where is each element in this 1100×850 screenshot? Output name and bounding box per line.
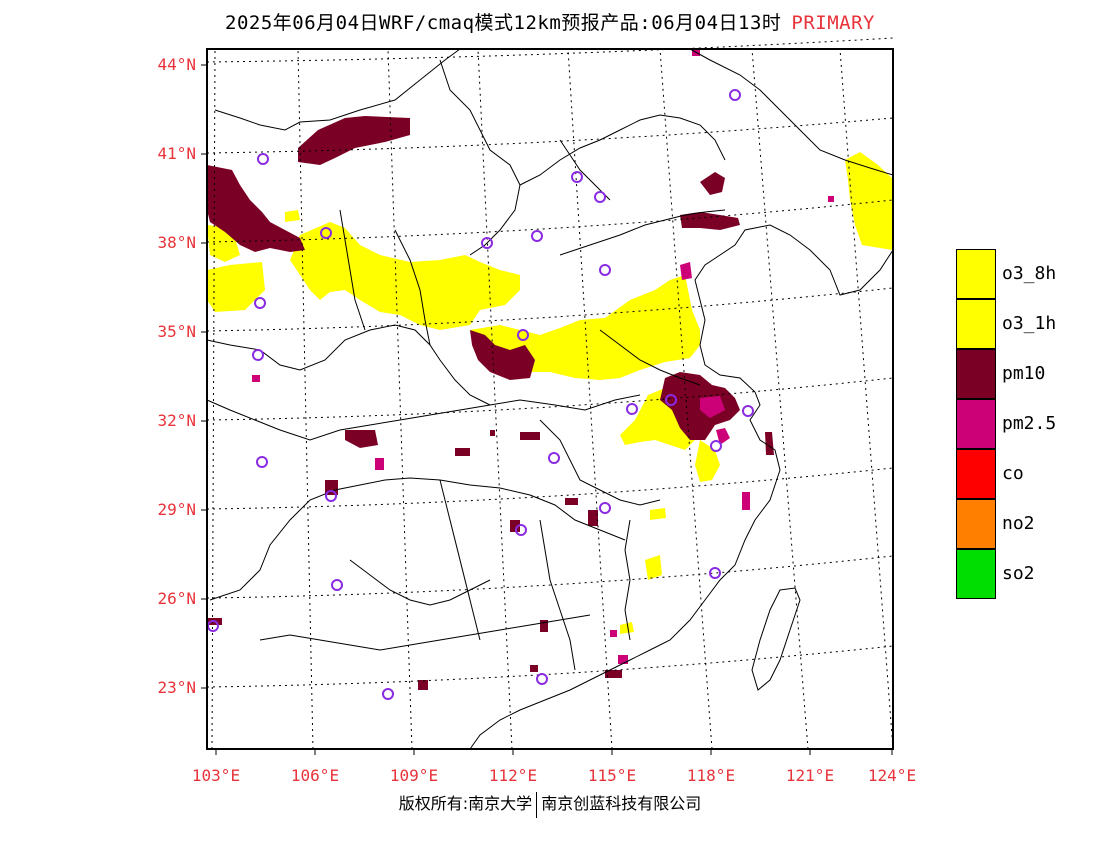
title-main: 2025年06月04日WRF/cmaq模式12km预报产品:06月04日13时 bbox=[225, 12, 782, 34]
legend-label-no2: no2 bbox=[1002, 513, 1035, 534]
lat-label-29n: 29°N bbox=[157, 500, 196, 519]
lon-label-124e: 124°E bbox=[867, 766, 917, 785]
copyright: 版权所有:南京大学 南京创蓝科技有限公司 bbox=[0, 790, 1100, 818]
copyright-right: 南京创蓝科技有限公司 bbox=[541, 794, 702, 813]
lat-label-23n: 23°N bbox=[157, 678, 196, 697]
legend-label-co: co bbox=[1002, 463, 1024, 484]
boundaries bbox=[206, 48, 894, 750]
legend-label-so2: so2 bbox=[1002, 563, 1035, 584]
station-markers bbox=[207, 89, 754, 700]
copyright-left: 版权所有:南京大学 bbox=[398, 794, 533, 813]
legend-label-o3-1h: o3_1h bbox=[1002, 313, 1057, 334]
legend-label-pm10: pm10 bbox=[1002, 363, 1046, 384]
legend-swatch-pm10 bbox=[956, 349, 996, 399]
lon-label-112e: 112°E bbox=[488, 766, 538, 785]
lat-label-44n: 44°N bbox=[157, 55, 196, 74]
lat-label-32n: 32°N bbox=[157, 411, 196, 430]
legend-swatch-no2 bbox=[956, 499, 996, 549]
lon-label-106e: 106°E bbox=[290, 766, 340, 785]
legend-label-o3-8h: o3_8h bbox=[1002, 263, 1057, 284]
lat-label-26n: 26°N bbox=[157, 589, 196, 608]
map-title: 2025年06月04日WRF/cmaq模式12km预报产品:06月04日13时 P… bbox=[0, 8, 1100, 35]
pm25-layer bbox=[252, 48, 834, 664]
axis-ticks bbox=[201, 64, 893, 755]
legend-swatch-co bbox=[956, 449, 996, 499]
graticule bbox=[206, 37, 894, 750]
lat-label-41n: 41°N bbox=[157, 144, 196, 163]
lon-label-109e: 109°E bbox=[389, 766, 439, 785]
pm10-layer bbox=[207, 116, 774, 690]
legend-swatch-o3-8h bbox=[956, 249, 996, 299]
lon-label-121e: 121°E bbox=[785, 766, 835, 785]
lon-label-103e: 103°E bbox=[191, 766, 241, 785]
lat-label-35n: 35°N bbox=[157, 322, 196, 341]
legend-swatch-o3-1h bbox=[956, 299, 996, 349]
legend-swatch-pm25 bbox=[956, 399, 996, 449]
title-primary: PRIMARY bbox=[791, 12, 875, 34]
legend-label-pm25: pm2.5 bbox=[1002, 413, 1057, 434]
legend-swatch-so2 bbox=[956, 549, 996, 599]
lat-label-38n: 38°N bbox=[157, 233, 196, 252]
lon-label-118e: 118°E bbox=[686, 766, 736, 785]
lon-label-115e: 115°E bbox=[587, 766, 637, 785]
copyright-divider bbox=[536, 791, 538, 818]
